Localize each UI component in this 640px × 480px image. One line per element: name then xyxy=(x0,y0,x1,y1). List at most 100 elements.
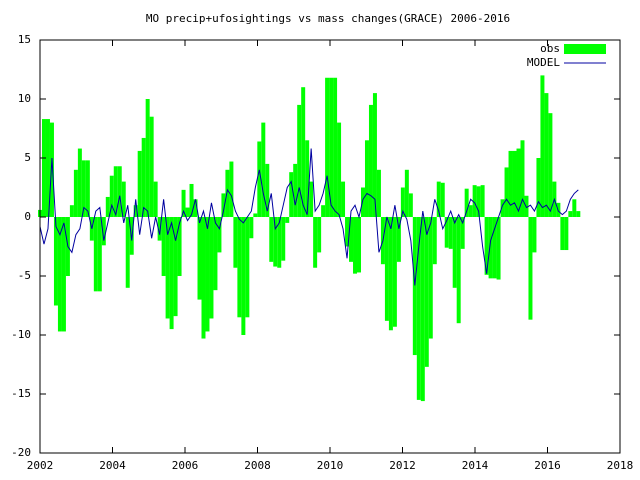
bar xyxy=(305,140,310,217)
bar xyxy=(113,166,118,217)
bar xyxy=(161,217,166,276)
bar xyxy=(225,169,230,217)
bar xyxy=(524,195,529,217)
legend-label: obs xyxy=(540,42,560,55)
bar xyxy=(197,217,202,300)
bar xyxy=(476,186,481,217)
bar xyxy=(213,217,218,291)
bar xyxy=(353,217,358,274)
bar xyxy=(121,181,126,217)
bar xyxy=(277,217,282,268)
x-tick-label: 2002 xyxy=(27,459,54,472)
bar xyxy=(496,217,501,280)
bar xyxy=(237,217,242,318)
bar xyxy=(169,217,174,330)
bar xyxy=(548,113,553,217)
bar xyxy=(49,122,54,217)
bar xyxy=(512,150,517,217)
bar xyxy=(73,169,78,217)
bar xyxy=(468,205,473,217)
line xyxy=(39,148,579,286)
bar xyxy=(101,217,106,246)
bar xyxy=(372,93,377,217)
bar xyxy=(249,217,254,239)
bar xyxy=(396,217,401,262)
y-tick-label: 10 xyxy=(18,92,31,105)
bar xyxy=(193,199,198,217)
bar xyxy=(392,217,397,327)
bar xyxy=(360,187,365,217)
bar xyxy=(273,217,278,267)
bar xyxy=(209,217,214,319)
bar xyxy=(317,217,322,253)
bar xyxy=(57,217,62,332)
bar xyxy=(532,217,537,253)
x-tick-label: 2008 xyxy=(244,459,271,472)
chart-title: MO precip+ufosightings vs mass changes(G… xyxy=(146,12,510,25)
bar xyxy=(420,217,425,402)
x-tick-label: 2006 xyxy=(172,459,199,472)
bar xyxy=(181,189,186,217)
bar xyxy=(189,183,194,217)
bar xyxy=(341,181,346,217)
bar xyxy=(388,217,393,331)
bar xyxy=(500,199,505,217)
bar xyxy=(153,181,158,217)
bar xyxy=(177,217,182,276)
legend-swatch xyxy=(564,44,606,54)
x-tick-label: 2014 xyxy=(462,459,489,472)
bar xyxy=(384,217,389,321)
bar xyxy=(93,217,98,292)
bar xyxy=(536,158,541,217)
bar xyxy=(480,185,485,217)
bar xyxy=(428,217,433,339)
bar xyxy=(221,193,226,217)
bar xyxy=(133,205,138,217)
bar xyxy=(560,217,565,251)
bar xyxy=(345,217,350,247)
bar xyxy=(333,77,338,217)
bar xyxy=(424,217,429,367)
bar xyxy=(269,217,274,262)
bar xyxy=(285,217,290,223)
bar xyxy=(45,119,50,217)
bar xyxy=(61,217,66,332)
bar xyxy=(185,207,190,217)
bar xyxy=(504,167,509,217)
y-tick-label: 0 xyxy=(24,210,31,223)
bar xyxy=(265,163,270,217)
bar xyxy=(349,217,354,262)
bar xyxy=(145,99,150,217)
y-tick-label: 15 xyxy=(18,33,31,46)
bar xyxy=(329,77,334,217)
bar xyxy=(81,160,86,217)
bar xyxy=(141,137,146,217)
bar xyxy=(464,188,469,217)
legend-label: MODEL xyxy=(527,56,560,69)
bar xyxy=(85,160,90,217)
bar xyxy=(105,196,110,217)
bar xyxy=(572,199,577,217)
y-tick-label: -20 xyxy=(11,446,31,459)
bar xyxy=(321,205,326,217)
bar xyxy=(528,217,533,320)
bar xyxy=(241,217,246,335)
bar xyxy=(448,217,453,249)
x-tick-label: 2016 xyxy=(534,459,561,472)
bar xyxy=(297,104,302,217)
x-tick-label: 2018 xyxy=(607,459,634,472)
bar xyxy=(376,169,381,217)
bar xyxy=(576,211,581,217)
x-tick-label: 2010 xyxy=(317,459,344,472)
bar xyxy=(205,217,210,332)
bar xyxy=(301,87,306,217)
bar xyxy=(281,217,286,261)
bar xyxy=(440,182,445,217)
bar xyxy=(325,77,330,217)
bar xyxy=(488,217,493,279)
bar xyxy=(520,140,525,217)
bar xyxy=(69,205,74,217)
y-tick-label: -15 xyxy=(11,387,31,400)
bar xyxy=(293,163,298,217)
bar xyxy=(404,169,409,217)
